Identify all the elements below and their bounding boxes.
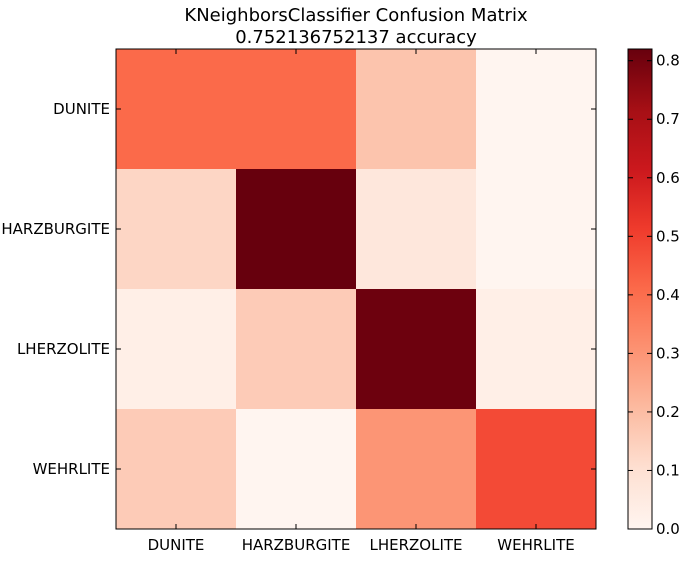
heatmap-cell [116, 169, 237, 290]
y-tick-label: HARZBURGITE [1, 220, 110, 238]
x-tick-label: LHERZOLITE [369, 536, 462, 554]
colorbar-tick-label: 0.6 [656, 169, 680, 187]
plot-frame [115, 48, 597, 530]
heatmap-cell [116, 409, 237, 530]
y-tick-label: DUNITE [53, 100, 110, 118]
colorbar-tick-label: 0.3 [656, 344, 680, 362]
heatmap-cell [356, 169, 477, 290]
y-tick-label: LHERZOLITE [17, 340, 110, 358]
colorbar-tick-label: 0.2 [656, 403, 680, 421]
heatmap-cell [356, 289, 477, 410]
heatmap-cell [116, 289, 237, 410]
colorbar-ticks: 0.0 0.1 0.2 0.3 0.4 0.5 0.6 0.7 0.8 [628, 52, 680, 538]
colorbar-tick-label: 0.8 [656, 52, 680, 70]
heatmap-cell [236, 289, 357, 410]
heatmap-cell [236, 49, 357, 170]
heatmap-cell [236, 409, 357, 530]
x-tick-label: DUNITE [148, 536, 205, 554]
x-axis-labels: DUNITE HARZBURGITE LHERZOLITE WEHRLITE [148, 536, 575, 554]
heatmap-cell [116, 49, 237, 170]
heatmap-cell [476, 49, 597, 170]
y-tick-label: WEHRLITE [33, 460, 110, 478]
axis-ticks [116, 49, 596, 529]
chart-title-line-1: KNeighborsClassifier Confusion Matrix [184, 5, 528, 26]
colorbar-tick-label: 0.7 [656, 110, 680, 128]
colorbar-tick-label: 0.0 [656, 520, 680, 538]
heatmap-cell [476, 409, 597, 530]
heatmap-cell [236, 169, 357, 290]
colorbar-tick-label: 0.1 [656, 461, 680, 479]
chart-title-line-2: 0.752136752137 accuracy [235, 27, 477, 48]
heatmap-cell [356, 49, 477, 170]
colorbar-tick-label: 0.5 [656, 227, 680, 245]
y-axis-labels: DUNITE HARZBURGITE LHERZOLITE WEHRLITE [1, 100, 110, 478]
x-tick-label: WEHRLITE [497, 536, 574, 554]
colorbar-tick-label: 0.4 [656, 286, 680, 304]
heatmap-cell [476, 289, 597, 410]
heatmap-cell [476, 169, 597, 290]
heatmap-cells [116, 49, 597, 530]
heatmap-cell [356, 409, 477, 530]
x-tick-label: HARZBURGITE [242, 536, 351, 554]
colorbar [627, 48, 653, 530]
